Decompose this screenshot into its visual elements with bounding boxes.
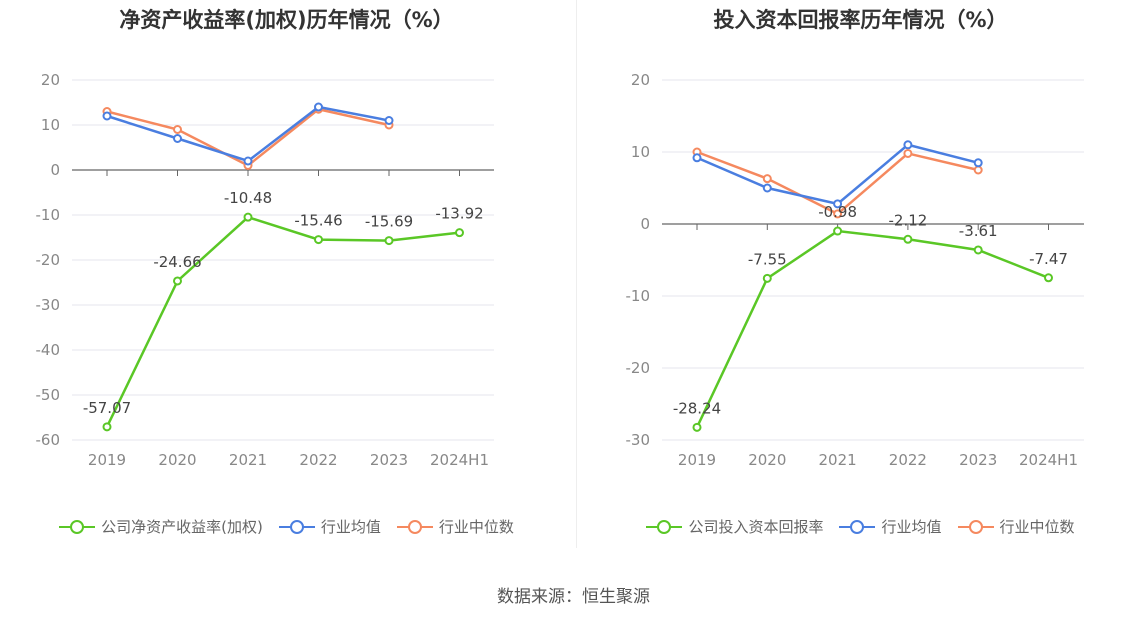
x-tick-label: 2019: [88, 451, 126, 469]
data-label: -0.98: [818, 203, 857, 221]
data-point: [102, 111, 112, 121]
legend-label: 公司投入资本回报率: [688, 518, 824, 536]
roic-legend: 公司投入资本回报率 行业均值 行业中位数: [574, 516, 1147, 537]
y-tick-label: -10: [626, 287, 651, 305]
legend-swatch-icon: [957, 519, 994, 535]
legend-swatch-icon: [646, 519, 683, 535]
x-tick-label: 2024H1: [1019, 451, 1078, 469]
data-point: [692, 153, 702, 163]
data-point: [762, 174, 772, 184]
data-label: -24.66: [153, 253, 201, 271]
data-point: [243, 156, 253, 166]
data-label: -13.92: [435, 205, 483, 223]
legend-item[interactable]: 行业中位数: [396, 516, 514, 537]
y-tick-label: -50: [36, 386, 61, 404]
legend-item[interactable]: 行业均值: [839, 516, 942, 537]
legend-label: 行业均值: [881, 518, 942, 536]
data-point: [762, 183, 772, 193]
y-tick-label: 10: [41, 116, 60, 134]
legend-swatch-icon: [278, 519, 315, 535]
data-label: -57.07: [83, 399, 131, 417]
data-point: [692, 422, 702, 432]
legend-label: 行业均值: [320, 518, 381, 536]
y-tick-label: -10: [36, 206, 61, 224]
data-point: [903, 234, 913, 244]
y-tick-label: 0: [640, 215, 650, 233]
data-point: [173, 134, 182, 143]
chart-title: 净资产收益率(加权)历年情况（%）: [119, 8, 454, 32]
roe-chart-panel: 净资产收益率(加权)历年情况（%） 20 10 0 -10 -20 -30 -40 -50 -6…: [0, 0, 573, 560]
data-source-note: 数据来源：恒生聚源: [497, 587, 650, 607]
x-tick-label: 2019: [678, 451, 716, 469]
data-point: [762, 273, 772, 283]
data-point: [833, 226, 843, 236]
data-point: [173, 125, 182, 134]
data-label: -7.55: [748, 250, 787, 268]
data-label: -2.12: [888, 211, 927, 229]
data-point: [384, 236, 394, 246]
data-label: -7.47: [1029, 250, 1068, 268]
data-label: -3.61: [959, 222, 998, 240]
legend-item[interactable]: 公司投入资本回报率: [646, 516, 823, 537]
data-point: [455, 228, 464, 238]
data-point: [1044, 273, 1053, 283]
legend-label: 行业中位数: [438, 518, 514, 536]
data-label: -15.46: [294, 212, 342, 230]
legend-swatch-icon: [59, 519, 96, 535]
roe-chart: 20 10 0 -10 -20 -30 -40 -50 -60 2019 2020 2021 2022 2…: [36, 71, 494, 469]
data-point: [973, 245, 983, 255]
data-point: [173, 276, 182, 286]
y-tick-label: -20: [36, 251, 61, 269]
x-tick-label: 2023: [370, 451, 408, 469]
chart-title: 投入资本回报率历年情况（%）: [713, 8, 1008, 32]
data-label: -28.24: [673, 399, 721, 417]
roe-legend: 公司净资产收益率(加权) 行业均值 行业中位数: [0, 516, 573, 537]
data-point: [973, 165, 983, 175]
x-tick-label: 2022: [299, 451, 337, 469]
legend-item[interactable]: 行业均值: [278, 516, 381, 537]
data-point: [314, 102, 323, 112]
legend-swatch-icon: [396, 519, 433, 535]
y-tick-label: -20: [626, 359, 651, 377]
series-line: [695, 229, 1049, 428]
y-tick-label: -30: [36, 296, 61, 314]
roic-chart-panel: 投入资本回报率历年情况（%） 20 10 0 -10 -20 -30 2019 2020 202…: [574, 0, 1147, 560]
legend-label: 公司净资产收益率(加权): [101, 518, 263, 536]
y-tick-label: 20: [41, 71, 60, 89]
y-tick-label: -30: [626, 431, 651, 449]
legend-label: 行业中位数: [999, 518, 1075, 536]
x-tick-label: 2022: [889, 451, 927, 469]
data-point: [243, 212, 253, 222]
x-tick-label: 2021: [229, 451, 267, 469]
series-line: [696, 143, 979, 206]
data-point: [973, 158, 983, 168]
y-tick-label: -60: [36, 431, 61, 449]
legend-item[interactable]: 行业中位数: [957, 516, 1075, 537]
data-label: -15.69: [365, 213, 413, 231]
panel-divider: [576, 0, 577, 548]
data-point: [903, 140, 913, 150]
data-point: [903, 148, 913, 158]
y-tick-label: 10: [631, 143, 650, 161]
x-tick-label: 2020: [158, 451, 196, 469]
data-point: [102, 422, 112, 432]
legend-swatch-icon: [839, 519, 876, 535]
y-tick-label: 0: [50, 161, 60, 179]
x-tick-label: 2024H1: [430, 451, 489, 469]
data-point: [384, 116, 394, 125]
x-tick-label: 2023: [959, 451, 997, 469]
y-tick-label: -40: [36, 341, 61, 359]
x-tick-label: 2021: [819, 451, 857, 469]
data-point: [833, 199, 843, 209]
roic-chart: 20 10 0 -10 -20 -30 2019 2020 2021 2022 2023 2024H1…: [626, 71, 1084, 469]
y-tick-label: 20: [631, 71, 650, 89]
data-point: [833, 209, 843, 219]
data-point: [314, 235, 323, 245]
legend-item[interactable]: 公司净资产收益率(加权): [59, 516, 263, 537]
data-label: -10.48: [224, 189, 272, 207]
x-tick-label: 2020: [748, 451, 786, 469]
series-line: [105, 215, 460, 428]
